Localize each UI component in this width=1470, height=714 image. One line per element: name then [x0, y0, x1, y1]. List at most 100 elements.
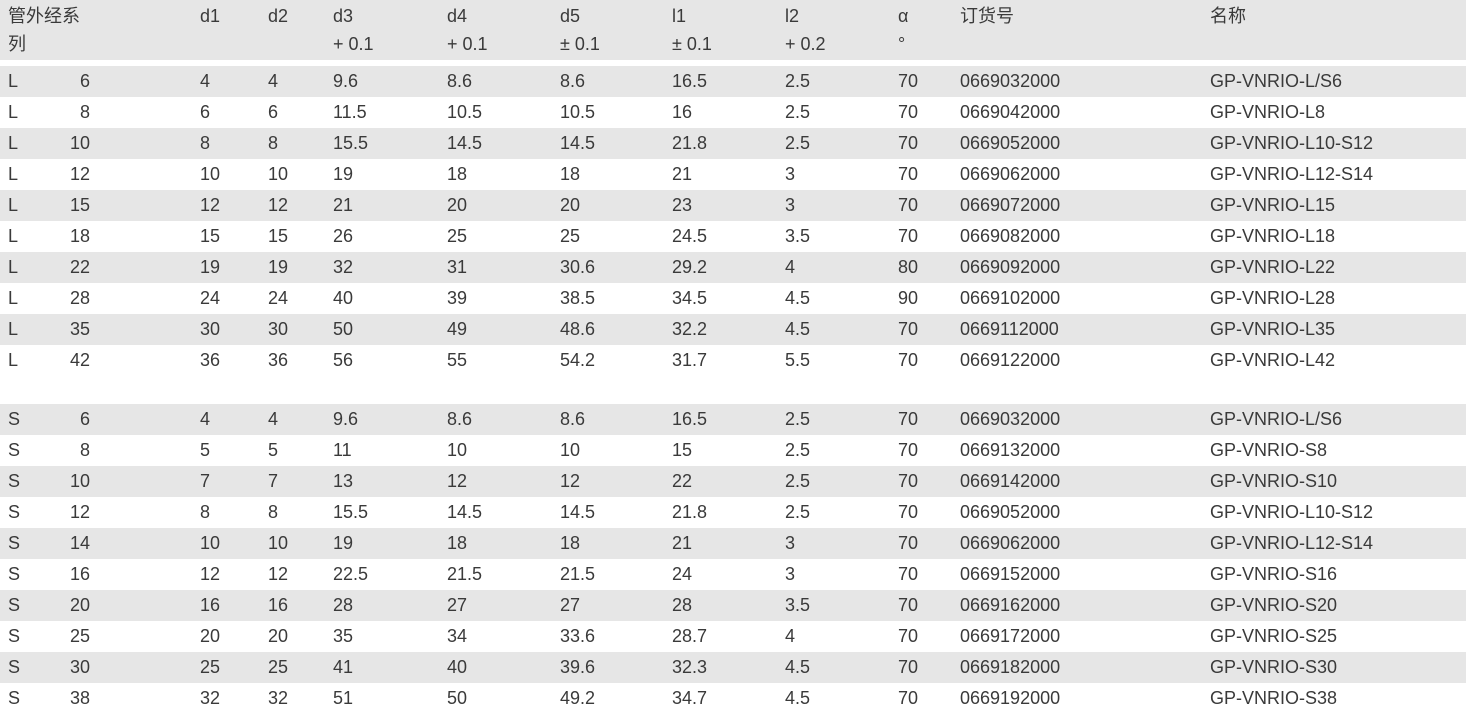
cell-series: L — [8, 102, 19, 122]
cell-size: 22 — [69, 257, 90, 277]
cell-l1: 15 — [672, 440, 693, 460]
cell-d2: 10 — [268, 533, 289, 553]
table-row: L 6 4 4 9.6 8.6 8.6 16.5 2.5 70 0669032000 GP-VNRIO… — [0, 66, 1466, 97]
cell-d5: 54.2 — [560, 350, 596, 370]
cell-d2: 4 — [268, 409, 279, 429]
cell-d4: 8.6 — [447, 71, 473, 91]
table-row: S 14 10 10 19 18 18 21 3 70 0669062000 GP-VNRIO-L12… — [0, 528, 1466, 559]
cell-d5: 48.6 — [560, 319, 596, 339]
cell-d1: 8 — [200, 133, 211, 153]
cell-d5: 38.5 — [560, 288, 596, 308]
cell-d1: 19 — [200, 257, 221, 277]
header-series-sub: 列 — [8, 34, 26, 54]
header-alpha-sub: ° — [898, 34, 906, 54]
cell-size: 15 — [69, 195, 90, 215]
cell-order-no: 0669142000 — [960, 471, 1061, 491]
cell-d5: 33.6 — [560, 626, 596, 646]
table-row: L 28 24 24 40 39 38.5 34.5 4.5 90 0669102000 GP-VNR… — [0, 283, 1466, 314]
cell-order-no: 0669152000 — [960, 564, 1061, 584]
cell-order-no: 0669112000 — [960, 319, 1059, 339]
cell-l2: 2.5 — [785, 440, 811, 460]
cell-alpha: 70 — [898, 319, 919, 339]
cell-l2: 4.5 — [785, 657, 811, 677]
cell-d2: 12 — [268, 564, 289, 584]
cell-d4: 20 — [447, 195, 468, 215]
cell-series: S — [8, 409, 21, 429]
header-d4: d4 — [447, 6, 468, 26]
cell-l1: 22 — [672, 471, 693, 491]
cell-d3: 56 — [333, 350, 354, 370]
cell-d4: 10 — [447, 440, 468, 460]
cell-d1: 12 — [200, 564, 221, 584]
cell-d3: 9.6 — [333, 409, 359, 429]
cell-size: 12 — [69, 502, 90, 522]
cell-order-no: 0669082000 — [960, 226, 1061, 246]
cell-d1: 8 — [200, 502, 211, 522]
cell-d2: 7 — [268, 471, 279, 491]
header-d3: d3 — [333, 6, 354, 26]
cell-l2: 3 — [785, 164, 796, 184]
cell-size: 20 — [69, 595, 90, 615]
cell-d2: 19 — [268, 257, 289, 277]
table-row: L 42 36 36 56 55 54.2 31.7 5.5 70 0669122000 GP-VNR… — [0, 345, 1466, 376]
cell-name: GP-VNRIO-S8 — [1210, 440, 1328, 460]
cell-l2: 2.5 — [785, 409, 811, 429]
cell-series: L — [8, 319, 19, 339]
cell-name: GP-VNRIO-S30 — [1210, 657, 1338, 677]
cell-l1: 24.5 — [672, 226, 708, 246]
cell-d4: 14.5 — [447, 502, 483, 522]
cell-d4: 34 — [447, 626, 468, 646]
cell-d4: 18 — [447, 164, 468, 184]
table-row: L 35 30 30 50 49 48.6 32.2 4.5 70 0669112000 GP-VNR… — [0, 314, 1466, 345]
cell-d1: 24 — [200, 288, 221, 308]
cell-l2: 3.5 — [785, 226, 811, 246]
cell-size: 42 — [69, 350, 90, 370]
cell-l2: 2.5 — [785, 471, 811, 491]
cell-series: L — [8, 226, 19, 246]
table-row: S 8 5 5 11 10 10 15 2.5 70 0669132000 GP-VNRIO-S8 — [0, 435, 1466, 466]
cell-d1: 16 — [200, 595, 221, 615]
cell-d4: 21.5 — [447, 564, 483, 584]
table-row: S 25 20 20 35 34 33.6 28.7 4 70 0669172000 GP-VNRIO… — [0, 621, 1466, 652]
cell-series: S — [8, 626, 21, 646]
table-row: L 18 15 15 26 25 25 24.5 3.5 70 0669082000 GP-VNRIO… — [0, 221, 1466, 252]
cell-d5: 12 — [560, 471, 581, 491]
table-row: S 10 7 7 13 12 12 22 2.5 70 0669142000 GP-VNRIO-S10 — [0, 466, 1466, 497]
cell-series: S — [8, 595, 21, 615]
cell-d1: 20 — [200, 626, 221, 646]
cell-d1: 30 — [200, 319, 221, 339]
cell-order-no: 0669182000 — [960, 657, 1061, 677]
cell-d5: 14.5 — [560, 502, 596, 522]
cell-l1: 16 — [672, 102, 693, 122]
cell-order-no: 0669062000 — [960, 164, 1061, 184]
cell-alpha: 70 — [898, 595, 919, 615]
cell-d4: 25 — [447, 226, 468, 246]
cell-alpha: 70 — [898, 409, 919, 429]
cell-d5: 39.6 — [560, 657, 596, 677]
cell-l2: 3.5 — [785, 595, 811, 615]
cell-name: GP-VNRIO-L10-S12 — [1210, 502, 1374, 522]
cell-order-no: 0669122000 — [960, 350, 1061, 370]
cell-series: L — [8, 71, 19, 91]
cell-l1: 16.5 — [672, 409, 708, 429]
cell-l1: 29.2 — [672, 257, 708, 277]
cell-d1: 6 — [200, 102, 211, 122]
cell-order-no: 0669192000 — [960, 688, 1061, 708]
table-row: L 8 6 6 11.5 10.5 10.5 16 2.5 70 0669042000 GP-VNRI… — [0, 97, 1466, 128]
cell-d2: 24 — [268, 288, 289, 308]
cell-name: GP-VNRIO-L18 — [1210, 226, 1336, 246]
cell-l2: 4 — [785, 257, 796, 277]
cell-l1: 34.5 — [672, 288, 708, 308]
cell-d1: 4 — [200, 409, 211, 429]
cell-d4: 27 — [447, 595, 468, 615]
cell-l1: 32.2 — [672, 319, 708, 339]
cell-l2: 5.5 — [785, 350, 811, 370]
cell-name: GP-VNRIO-S16 — [1210, 564, 1338, 584]
cell-d5: 20 — [560, 195, 581, 215]
cell-l2: 3 — [785, 533, 796, 553]
table-header: 管外经系列 d1 d2 d3 + 0.1 d4 + 0.1 d5 ± 0.1 l1 ± 0.1 l2 +… — [0, 0, 1466, 60]
cell-d3: 11.5 — [333, 102, 367, 122]
cell-alpha: 70 — [898, 164, 919, 184]
header-d1: d1 — [200, 6, 221, 26]
cell-alpha: 70 — [898, 471, 919, 491]
